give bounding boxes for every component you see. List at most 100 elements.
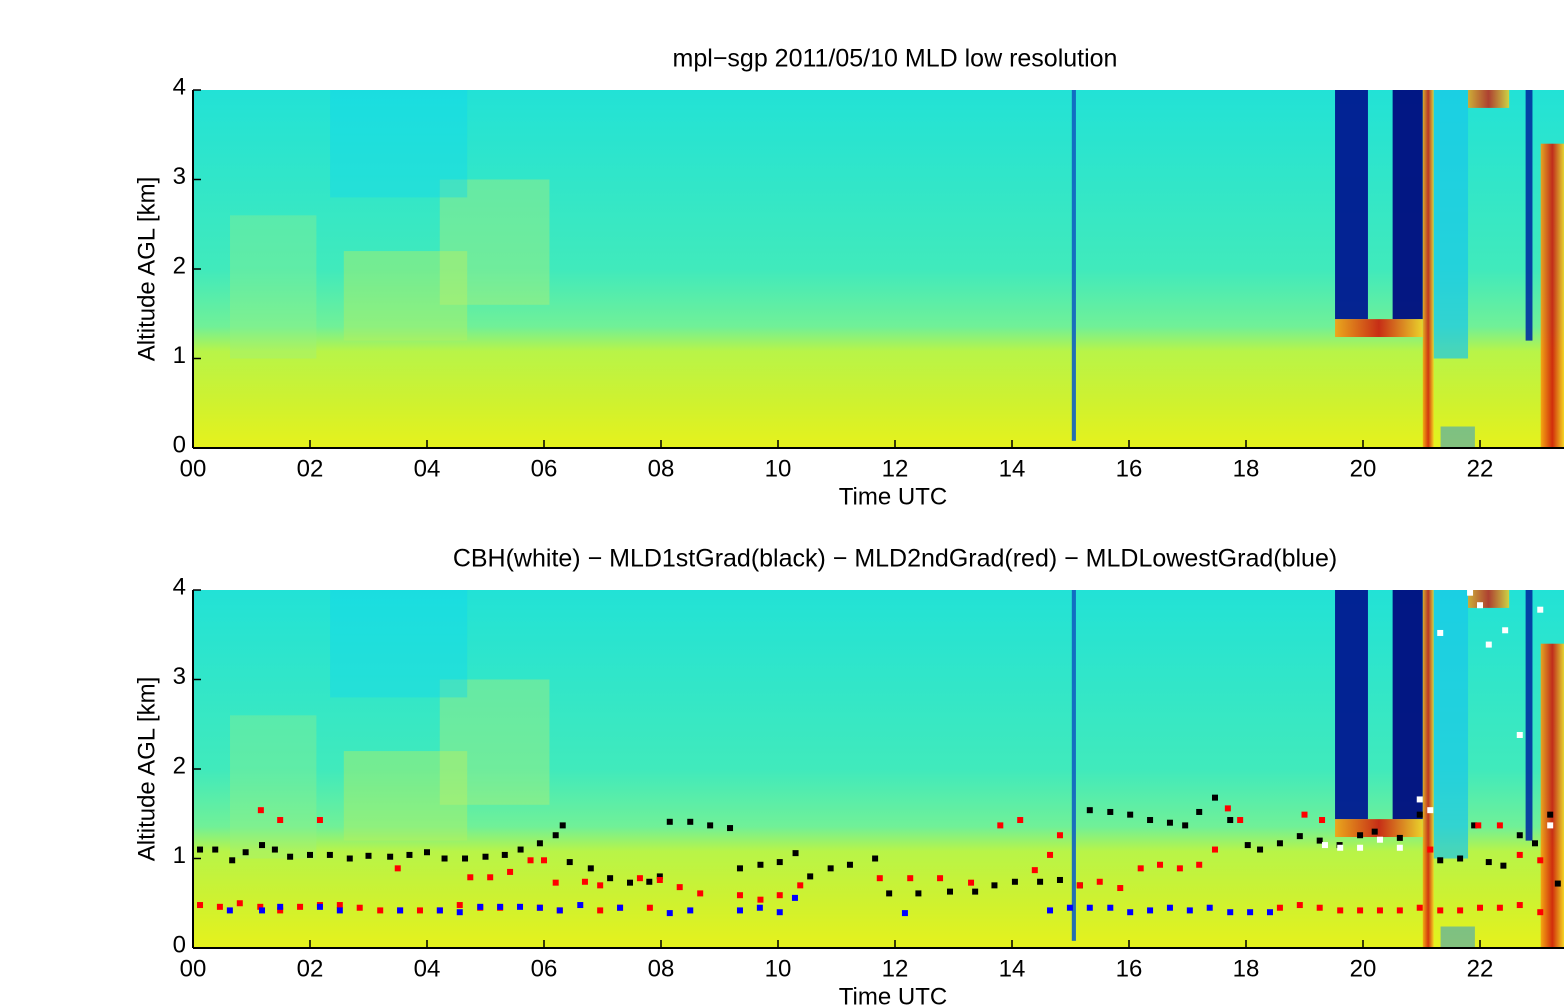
data-point <box>901 910 908 917</box>
data-point <box>1296 902 1303 909</box>
field-feature <box>1335 819 1423 838</box>
y-tick-label: 4 <box>173 73 186 100</box>
data-point <box>257 903 264 910</box>
data-point <box>1107 808 1114 815</box>
x-tick-label: 06 <box>531 955 558 982</box>
data-point <box>1096 878 1103 885</box>
data-point <box>242 849 249 856</box>
data-point <box>656 873 663 880</box>
data-point <box>397 907 404 914</box>
data-point <box>972 888 979 895</box>
field-feature <box>343 751 468 841</box>
data-point <box>1166 904 1173 911</box>
data-point <box>1107 904 1114 911</box>
field-feature <box>439 179 550 305</box>
data-point <box>1182 822 1189 829</box>
data-point <box>1316 837 1323 844</box>
field-feature <box>330 90 468 198</box>
x-tick-label: 00 <box>180 955 207 982</box>
data-point <box>1427 846 1434 853</box>
data-point <box>1416 811 1423 818</box>
data-point <box>797 882 804 889</box>
data-point <box>886 890 893 897</box>
data-point <box>1196 808 1203 815</box>
field-feature <box>1335 319 1423 338</box>
data-point <box>1485 641 1492 648</box>
data-point <box>757 861 764 868</box>
data-point <box>467 874 474 881</box>
data-point <box>197 846 204 853</box>
data-point <box>1011 878 1018 885</box>
field-feature <box>1071 590 1076 941</box>
data-point <box>277 817 284 824</box>
data-point <box>1537 909 1544 916</box>
y-tick-label: 2 <box>173 252 186 279</box>
x-tick-label: 20 <box>1350 455 1377 482</box>
data-point <box>1031 867 1038 874</box>
field-feature <box>1440 426 1475 448</box>
data-point <box>1496 822 1503 829</box>
x-tick-label: 14 <box>999 455 1026 482</box>
data-point <box>1086 904 1093 911</box>
data-point <box>1166 819 1173 826</box>
data-point <box>1371 828 1378 835</box>
field-feature <box>1392 90 1423 320</box>
data-point <box>736 892 743 899</box>
data-point <box>497 903 504 910</box>
x-tick-label: 18 <box>1233 455 1260 482</box>
data-point <box>915 890 922 897</box>
data-point <box>1500 862 1507 869</box>
x-tick-label: 16 <box>1116 955 1143 982</box>
data-point <box>1244 842 1251 849</box>
data-point <box>336 907 343 914</box>
x-tick-label: 10 <box>765 455 792 482</box>
field-feature <box>330 590 468 698</box>
data-point <box>1502 627 1509 634</box>
chart-title: CBH(white) − MLD1stGrad(black) − MLD2ndG… <box>453 545 1337 573</box>
data-point <box>876 875 883 882</box>
data-point <box>1206 904 1213 911</box>
data-point <box>1516 851 1523 858</box>
data-point <box>346 855 353 862</box>
data-point <box>626 879 633 886</box>
data-point <box>1276 840 1283 847</box>
data-point <box>1416 796 1423 803</box>
data-point <box>736 865 743 872</box>
field-feature <box>1392 590 1423 820</box>
field-feature <box>1433 90 1469 359</box>
data-point <box>1554 880 1561 887</box>
data-point <box>527 857 534 864</box>
data-point <box>1516 832 1523 839</box>
data-point <box>559 822 566 829</box>
data-point <box>1357 907 1364 914</box>
data-point <box>259 842 266 849</box>
data-point <box>416 907 423 914</box>
y-tick-label: 0 <box>173 431 186 458</box>
data-point <box>456 909 463 916</box>
data-point <box>1396 844 1403 851</box>
data-point <box>1537 606 1544 613</box>
field-feature <box>1468 590 1510 608</box>
field-feature <box>1071 90 1076 441</box>
data-point <box>287 853 294 860</box>
field-feature <box>230 215 317 359</box>
data-point <box>1516 902 1523 909</box>
data-point <box>1457 855 1464 862</box>
data-point <box>517 846 524 853</box>
data-point <box>1086 807 1093 814</box>
data-point <box>1147 817 1154 824</box>
data-point <box>487 874 494 881</box>
field-feature <box>1540 143 1564 448</box>
x-tick-label: 08 <box>648 455 675 482</box>
field-feature <box>1540 643 1564 948</box>
x-tick-label: 04 <box>414 955 441 982</box>
data-point <box>687 907 694 914</box>
data-point <box>757 896 764 903</box>
x-tick-label: 22 <box>1467 955 1494 982</box>
data-point <box>1157 861 1164 868</box>
data-point <box>646 904 653 911</box>
x-tick-label: 22 <box>1467 455 1494 482</box>
x-tick-label: 06 <box>531 455 558 482</box>
data-point <box>1537 857 1544 864</box>
